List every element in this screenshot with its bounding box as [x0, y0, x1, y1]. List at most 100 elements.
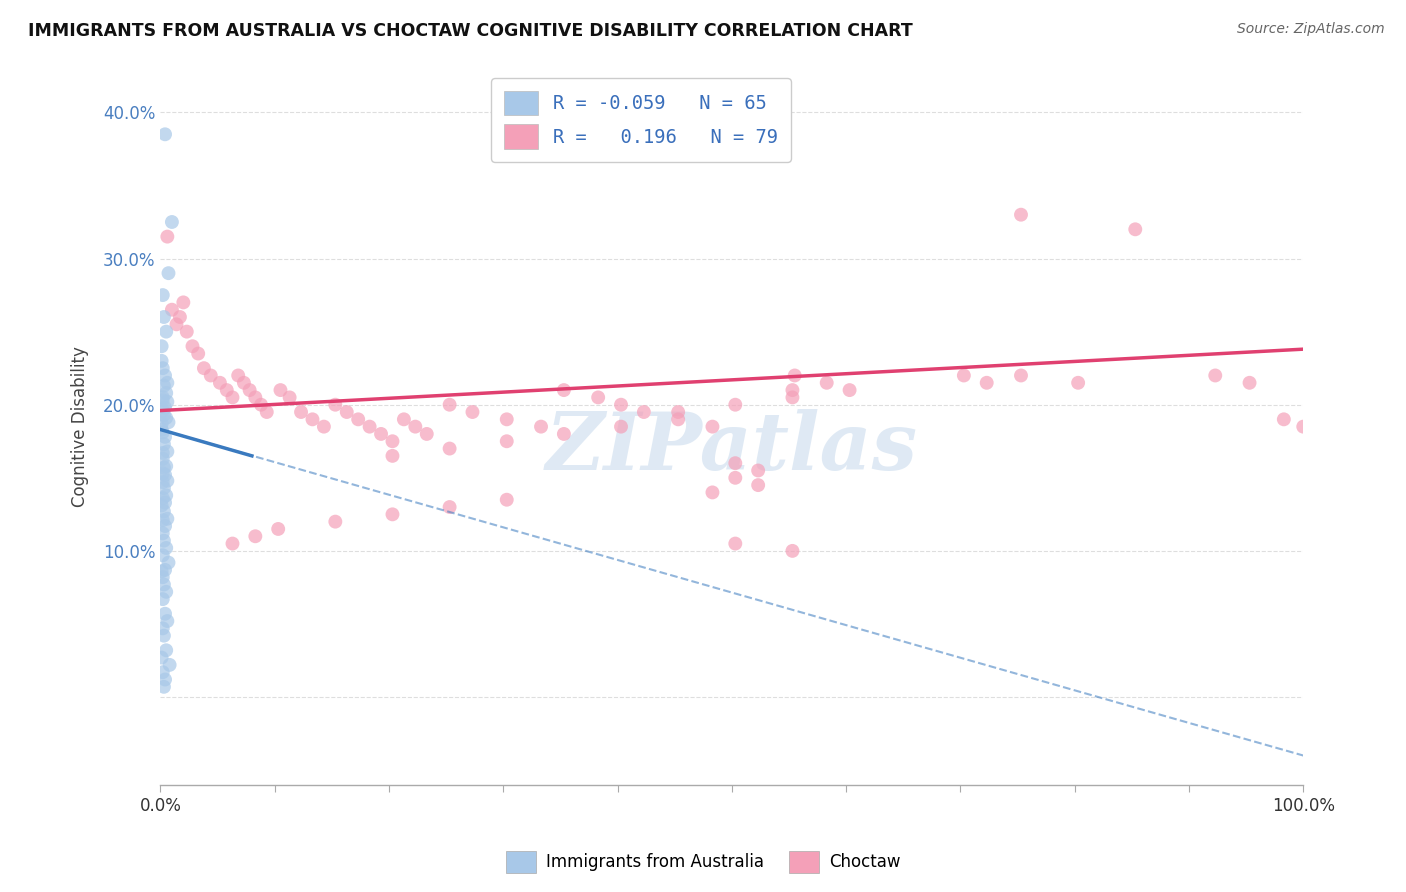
Point	[245, 529, 267, 543]
Point	[152, 665, 174, 680]
Point	[392, 412, 415, 426]
Point	[1272, 412, 1295, 426]
Point	[153, 408, 176, 422]
Point	[815, 376, 838, 390]
Point	[702, 485, 724, 500]
Point	[157, 266, 180, 280]
Point	[153, 437, 176, 451]
Point	[782, 391, 804, 405]
Point	[530, 419, 553, 434]
Point	[439, 442, 461, 456]
Point	[159, 657, 181, 672]
Point	[747, 463, 769, 477]
Point	[359, 419, 381, 434]
Point	[724, 456, 747, 470]
Point	[666, 412, 689, 426]
Point	[1067, 376, 1090, 390]
Point	[232, 376, 254, 390]
Point	[245, 391, 267, 405]
Point	[267, 522, 290, 536]
Point	[782, 383, 804, 397]
Point	[250, 398, 273, 412]
Text: Source: ZipAtlas.com: Source: ZipAtlas.com	[1237, 22, 1385, 37]
Point	[153, 481, 176, 495]
Point	[156, 394, 179, 409]
Point	[156, 376, 179, 390]
Point	[553, 383, 575, 397]
Point	[152, 403, 174, 417]
Text: ZIPatlas: ZIPatlas	[546, 409, 918, 487]
Point	[325, 398, 347, 412]
Point	[200, 368, 222, 383]
Point	[152, 548, 174, 562]
Point	[156, 444, 179, 458]
Point	[976, 376, 998, 390]
Point	[1292, 419, 1315, 434]
Point	[381, 508, 404, 522]
Point	[1010, 208, 1032, 222]
Point	[404, 419, 426, 434]
Point	[553, 426, 575, 441]
Point	[208, 376, 231, 390]
Point	[347, 412, 370, 426]
Point	[169, 310, 191, 324]
Point	[724, 398, 747, 412]
Point	[150, 650, 173, 665]
Point	[610, 398, 633, 412]
Point	[724, 536, 747, 550]
Point	[153, 378, 176, 392]
Point	[176, 325, 198, 339]
Point	[439, 398, 461, 412]
Point	[152, 621, 174, 635]
Point	[215, 383, 238, 397]
Point	[301, 412, 323, 426]
Point	[838, 383, 860, 397]
Point	[160, 215, 183, 229]
Point	[150, 417, 173, 431]
Point	[153, 519, 176, 533]
Point	[239, 383, 262, 397]
Point	[150, 565, 173, 579]
Point	[439, 500, 461, 514]
Point	[187, 346, 209, 360]
Point	[150, 499, 173, 513]
Point	[166, 318, 188, 332]
Point	[1204, 368, 1226, 383]
Point	[152, 393, 174, 408]
Point	[278, 391, 301, 405]
Point	[155, 386, 177, 401]
Point	[153, 673, 176, 687]
Point	[152, 491, 174, 506]
Point	[152, 526, 174, 541]
Point	[290, 405, 312, 419]
Point	[150, 423, 173, 437]
Point	[370, 426, 392, 441]
Point	[1010, 368, 1032, 383]
Point	[783, 368, 806, 383]
Point	[152, 475, 174, 490]
Point	[153, 680, 176, 694]
Point	[1239, 376, 1261, 390]
Point	[153, 629, 176, 643]
Point	[156, 474, 179, 488]
Point	[666, 405, 689, 419]
Point	[155, 488, 177, 502]
Point	[381, 449, 404, 463]
Point	[150, 354, 173, 368]
Legend: R = -0.059   N = 65, R =   0.196   N = 79: R = -0.059 N = 65, R = 0.196 N = 79	[491, 78, 792, 161]
Point	[152, 446, 174, 460]
Point	[416, 426, 439, 441]
Point	[157, 415, 180, 429]
Point	[633, 405, 655, 419]
Point	[381, 434, 404, 449]
Point	[193, 361, 215, 376]
Point	[155, 584, 177, 599]
Point	[155, 643, 177, 657]
Point	[610, 419, 633, 434]
Point	[495, 412, 517, 426]
Point	[152, 451, 174, 466]
Point	[153, 368, 176, 383]
Point	[336, 405, 359, 419]
Point	[153, 496, 176, 510]
Point	[221, 536, 243, 550]
